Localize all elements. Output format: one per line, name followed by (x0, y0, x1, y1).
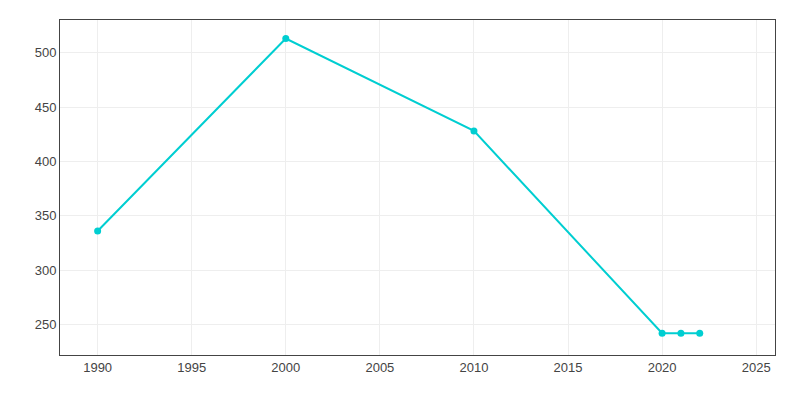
svg-text:500: 500 (35, 45, 57, 60)
svg-text:2025: 2025 (742, 360, 771, 375)
svg-text:250: 250 (35, 317, 57, 332)
svg-text:2015: 2015 (554, 360, 583, 375)
svg-text:450: 450 (35, 100, 57, 115)
svg-text:2005: 2005 (365, 360, 394, 375)
svg-text:300: 300 (35, 263, 57, 278)
svg-text:1990: 1990 (83, 360, 112, 375)
svg-text:350: 350 (35, 208, 57, 223)
svg-text:2010: 2010 (459, 360, 488, 375)
svg-text:2000: 2000 (271, 360, 300, 375)
svg-text:400: 400 (35, 154, 57, 169)
svg-text:2020: 2020 (648, 360, 677, 375)
svg-text:1995: 1995 (177, 360, 206, 375)
